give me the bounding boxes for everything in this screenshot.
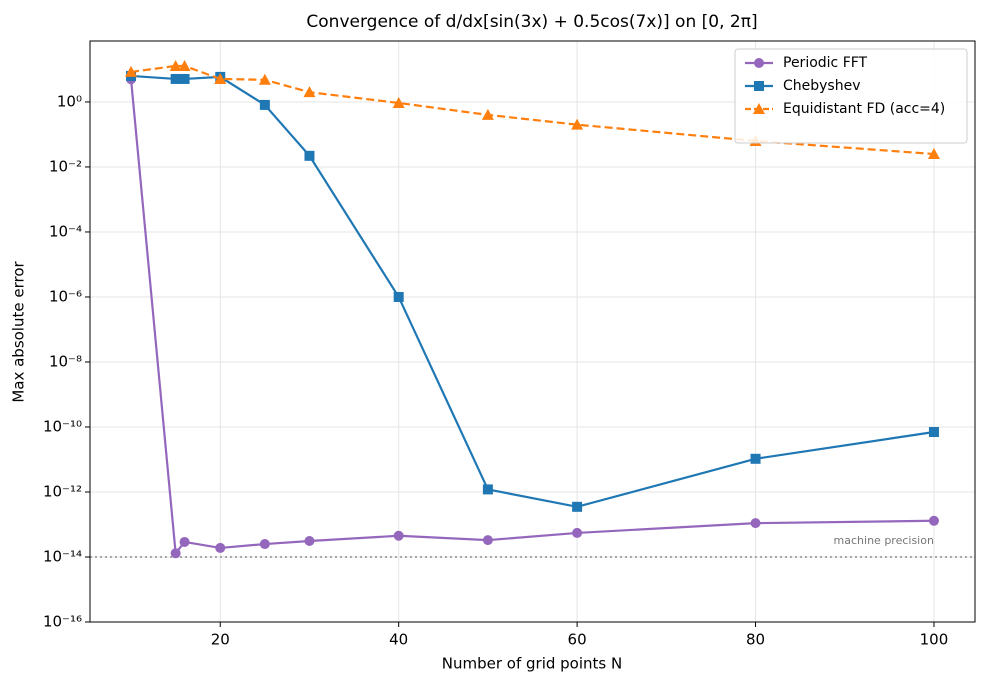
data-point [392, 96, 405, 108]
data-point [125, 65, 138, 77]
y-axis-label: Max absolute error [10, 260, 28, 402]
series-line [129, 79, 934, 557]
legend-label: Periodic FFT [783, 55, 868, 71]
data-point [572, 501, 583, 512]
legend-label: Equidistant FD (acc=4) [783, 101, 945, 117]
y-tick-label: 10⁻¹⁴ [43, 547, 82, 565]
legend-marker [753, 103, 765, 114]
data-point [304, 150, 315, 161]
y-tick-label: 10⁻² [49, 157, 82, 175]
data-point [303, 86, 316, 98]
y-tick-label: 10⁻⁸ [49, 352, 82, 370]
x-tick-label: 20 [211, 631, 230, 649]
data-point [393, 291, 404, 302]
data-point [750, 518, 761, 529]
data-point [482, 484, 493, 495]
y-tick-label: 10⁻⁶ [49, 287, 82, 305]
data-point [393, 530, 404, 541]
data-point [928, 515, 939, 526]
data-point [482, 535, 493, 546]
data-point [169, 59, 182, 71]
data-point [928, 427, 939, 438]
data-point [571, 118, 584, 130]
y-tick-label: 10⁻¹² [43, 482, 82, 500]
x-axis-label: Number of grid points N [442, 655, 622, 673]
legend-box [734, 48, 968, 144]
legend-label: Chebyshev [783, 78, 861, 94]
data-point [170, 548, 181, 559]
data-point [258, 73, 271, 85]
data-point [179, 536, 190, 547]
data-point [215, 542, 226, 553]
data-point [178, 59, 191, 71]
x-tick-label: 60 [568, 631, 587, 649]
data-point [481, 108, 494, 120]
data-point [170, 73, 181, 84]
data-point [927, 148, 940, 160]
x-tick-label: 40 [389, 631, 408, 649]
data-point [214, 72, 227, 84]
chart-title: Convergence of d/dx[sin(3x) + 0.5cos(7x)… [306, 12, 757, 32]
y-tick-label: 10⁻¹⁶ [43, 613, 82, 631]
data-point [572, 527, 583, 538]
data-point [750, 453, 761, 464]
legend-marker [754, 58, 764, 68]
data-point [304, 536, 315, 547]
x-tick-label: 100 [920, 631, 949, 649]
data-point [259, 99, 270, 110]
reference-label: machine precision [834, 534, 934, 547]
y-tick-label: 10⁻⁴ [49, 222, 82, 240]
data-point [259, 539, 270, 550]
plot-frame [89, 40, 976, 623]
x-tick-label: 80 [746, 631, 765, 649]
y-tick-label: 10⁻¹⁰ [43, 417, 82, 435]
data-point [179, 73, 190, 84]
legend-marker [754, 81, 764, 91]
y-tick-label: 10⁰ [57, 92, 82, 110]
